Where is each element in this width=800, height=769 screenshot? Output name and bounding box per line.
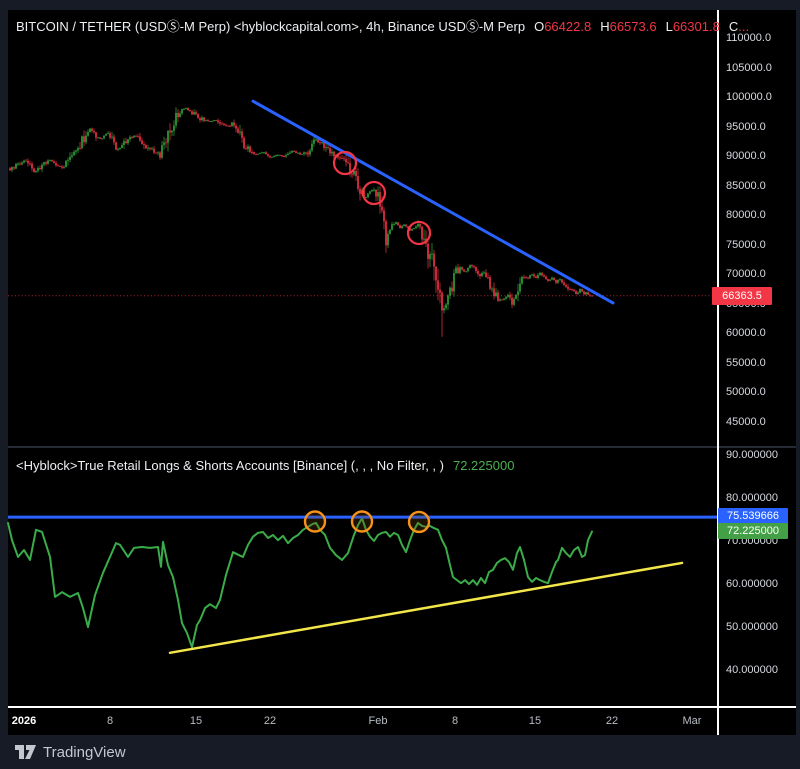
last-price-badge: 66363.5 [712, 287, 772, 305]
indicator-title[interactable]: <Hyblock>True Retail Longs & Shorts Acco… [16, 458, 444, 473]
ohlc-item: H66573.6 [600, 19, 657, 34]
symbol-title-row[interactable]: BITCOIN / TETHER (USDⓈ-M Perp) <hyblockc… [16, 16, 749, 35]
ohlc-item: L66301.8 [665, 19, 720, 34]
indicator-value-badge: 72.225000 [718, 523, 788, 539]
indicator-current-value: 72.225000 [452, 458, 515, 473]
indicator-tick-label: 40.000000 [726, 664, 778, 676]
price-tick-label: 75000.0 [726, 238, 766, 251]
price-axis[interactable] [720, 10, 796, 446]
time-tick-label: 22 [605, 715, 619, 727]
price-tick-label: 45000.0 [726, 416, 766, 428]
indicator-tick-label: 90.000000 [726, 449, 778, 461]
time-tick-label: 22 [263, 715, 277, 727]
time-tick-label: 15 [189, 715, 203, 727]
ohlc-item: C... [728, 19, 750, 34]
price-tick-label: 60000.0 [726, 327, 766, 340]
price-tick-label: 80000.0 [726, 209, 766, 222]
indicator-tick-label: 60.000000 [726, 578, 778, 590]
ohlc-values: O66422.8 H66573.6 L66301.8 C... [525, 19, 749, 34]
level-line-badge: 75.539666 [718, 508, 788, 524]
tradingview-brand-text: TradingView [43, 743, 126, 761]
price-tick-label: 85000.0 [726, 179, 766, 192]
indicator-tick-label: 50.000000 [726, 621, 778, 633]
indicator-tick-label: 80.000000 [726, 492, 778, 504]
price-tick-label: 110000.0 [726, 32, 772, 44]
price-tick-label: 105000.0 [726, 61, 772, 74]
price-tick-label: 100000.0 [726, 91, 772, 104]
time-axis-separator [8, 706, 796, 708]
price-tick-label: 95000.0 [726, 120, 766, 133]
time-tick-label: Feb [368, 715, 388, 727]
price-axis-separator [717, 10, 719, 735]
price-tick-label: 50000.0 [726, 386, 766, 399]
symbol-title[interactable]: BITCOIN / TETHER (USDⓈ-M Perp) <hyblockc… [16, 19, 526, 34]
time-tick-label: 8 [106, 715, 114, 727]
pane-separator[interactable] [8, 446, 796, 448]
time-tick-label: Mar [682, 715, 702, 727]
chart-canvas[interactable] [8, 10, 796, 735]
indicator-title-row[interactable]: <Hyblock>True Retail Longs & Shorts Acco… [16, 458, 514, 473]
time-tick-label: 2026 [11, 715, 37, 727]
tradingview-attribution-link[interactable]: TradingView [15, 741, 126, 763]
time-tick-label: 15 [528, 715, 542, 727]
price-tick-label: 90000.0 [726, 150, 766, 163]
time-tick-label: 8 [451, 715, 459, 727]
price-tick-label: 55000.0 [726, 356, 766, 369]
price-tick-label: 70000.0 [726, 268, 766, 281]
ohlc-item: O66422.8 [534, 19, 592, 34]
tradingview-logo-icon [15, 744, 36, 759]
